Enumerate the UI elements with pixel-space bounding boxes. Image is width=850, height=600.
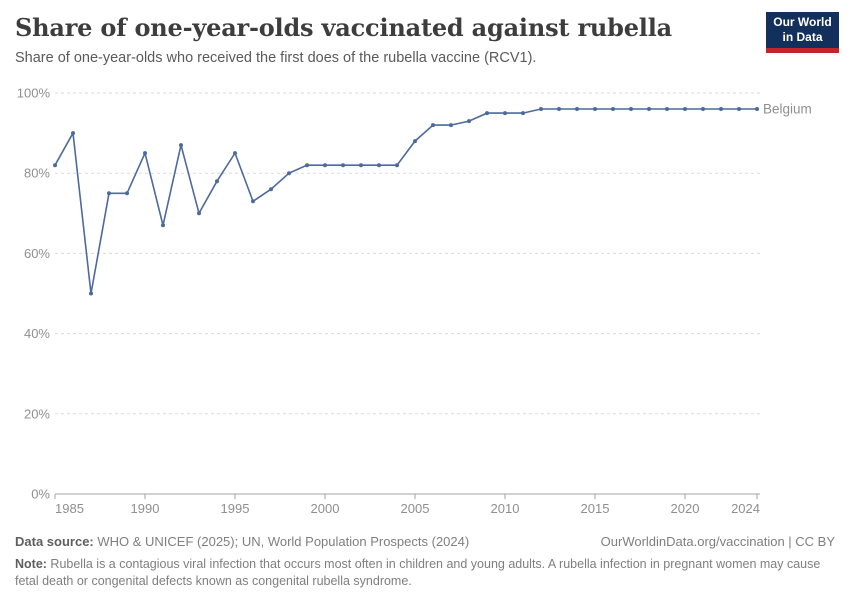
owid-logo: Our World in Data bbox=[766, 12, 839, 53]
data-point bbox=[269, 187, 273, 192]
x-tick-label: 2020 bbox=[671, 501, 700, 516]
data-point bbox=[611, 107, 615, 111]
data-point bbox=[521, 111, 525, 116]
data-point bbox=[683, 107, 687, 111]
footer-source-row: Data source: WHO & UNICEF (2025); UN, Wo… bbox=[15, 534, 835, 549]
data-point bbox=[755, 107, 759, 111]
data-point bbox=[449, 123, 453, 128]
data-point bbox=[503, 111, 507, 116]
data-point bbox=[323, 163, 327, 168]
attribution-link[interactable]: OurWorldinData.org/vaccination | CC BY bbox=[600, 534, 835, 549]
data-point bbox=[107, 191, 111, 196]
data-point bbox=[575, 107, 579, 111]
x-tick-label: 2000 bbox=[311, 501, 340, 516]
data-source: Data source: WHO & UNICEF (2025); UN, Wo… bbox=[15, 534, 469, 549]
y-tick-label: 60% bbox=[24, 246, 50, 261]
data-point bbox=[359, 163, 363, 168]
data-point bbox=[341, 163, 345, 168]
note-label: Note: bbox=[15, 557, 47, 571]
data-point bbox=[485, 111, 489, 116]
data-point bbox=[593, 107, 597, 111]
data-point bbox=[737, 107, 741, 111]
data-point bbox=[665, 107, 669, 111]
data-point bbox=[215, 179, 219, 184]
data-point bbox=[233, 151, 237, 156]
data-point bbox=[431, 123, 435, 128]
data-point bbox=[197, 211, 201, 216]
data-point bbox=[89, 291, 93, 296]
data-source-text: WHO & UNICEF (2025); UN, World Populatio… bbox=[93, 534, 470, 549]
data-point bbox=[251, 199, 255, 204]
chart-note: Note: Rubella is a contagious viral infe… bbox=[15, 556, 830, 589]
data-point bbox=[395, 163, 399, 168]
data-point bbox=[125, 191, 129, 196]
y-tick-label: 40% bbox=[24, 326, 50, 341]
page-title: Share of one-year-olds vaccinated agains… bbox=[15, 13, 672, 42]
x-tick-label: 1985 bbox=[55, 501, 84, 516]
logo-line1: Our World bbox=[773, 15, 832, 29]
data-point bbox=[413, 139, 417, 144]
data-point bbox=[701, 107, 705, 111]
y-tick-label: 100% bbox=[17, 86, 51, 101]
data-point bbox=[53, 163, 57, 168]
x-tick-label: 1995 bbox=[221, 501, 250, 516]
line-chart: 0% 20% 40% 60% 80% 100% 1985 1990 1995 2000 2005 20… bbox=[17, 86, 812, 517]
data-point bbox=[305, 163, 309, 168]
series-end-label: Belgium bbox=[763, 102, 812, 117]
data-point bbox=[719, 107, 723, 111]
y-tick-label: 80% bbox=[24, 166, 50, 181]
y-tick-label: 20% bbox=[24, 406, 50, 421]
data-point bbox=[467, 119, 471, 124]
chart-subtitle: Share of one-year-olds who received the … bbox=[15, 50, 537, 66]
data-point bbox=[179, 143, 183, 148]
logo-line2: in Data bbox=[782, 29, 823, 44]
x-tick-label: 1990 bbox=[131, 501, 160, 516]
x-tick-label: 2005 bbox=[401, 501, 430, 516]
x-tick-label: 2010 bbox=[491, 501, 520, 516]
data-point bbox=[557, 107, 561, 111]
note-text: Rubella is a contagious viral infection … bbox=[15, 557, 821, 588]
y-tick-label: 0% bbox=[31, 487, 50, 502]
data-point bbox=[287, 171, 291, 176]
data-point bbox=[377, 163, 381, 168]
data-source-label: Data source: bbox=[15, 534, 94, 549]
data-point bbox=[71, 131, 75, 136]
data-point bbox=[647, 107, 651, 111]
data-point bbox=[161, 223, 165, 228]
series-line bbox=[54, 108, 757, 294]
data-point bbox=[143, 151, 147, 156]
data-point bbox=[629, 107, 633, 111]
x-tick-label: 2024 bbox=[731, 501, 760, 516]
data-point bbox=[539, 107, 543, 111]
x-tick-label: 2015 bbox=[581, 501, 610, 516]
